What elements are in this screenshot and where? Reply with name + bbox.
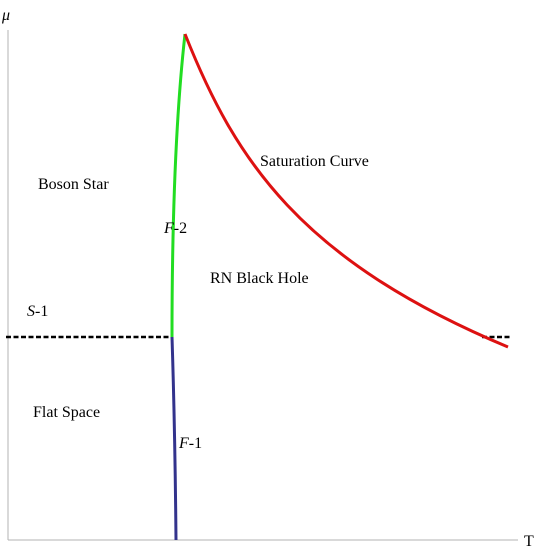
saturation-curve xyxy=(183,33,509,349)
rn-black-hole-label: RN Black Hole xyxy=(210,270,309,287)
s1-label: S-1 xyxy=(27,303,48,320)
f1-label: F-1 xyxy=(178,435,202,452)
s1-label-rest: -1 xyxy=(35,303,48,320)
f2-label: F-2 xyxy=(163,220,187,237)
f2-curve xyxy=(170,33,187,338)
y-axis-label: μ xyxy=(1,7,10,24)
f1-label-italic: F xyxy=(178,435,189,452)
f2-label-rest: -2 xyxy=(174,220,187,237)
f1-curve xyxy=(170,336,178,541)
s1-label-italic: S xyxy=(27,303,35,320)
f2-label-italic: F xyxy=(163,220,174,237)
boson-star-label: Boson Star xyxy=(38,176,109,193)
f1-label-rest: -1 xyxy=(189,435,202,452)
x-axis-label: T xyxy=(524,533,534,550)
saturation-curve-label: Saturation Curve xyxy=(260,153,369,170)
flat-space-label: Flat Space xyxy=(33,404,100,421)
